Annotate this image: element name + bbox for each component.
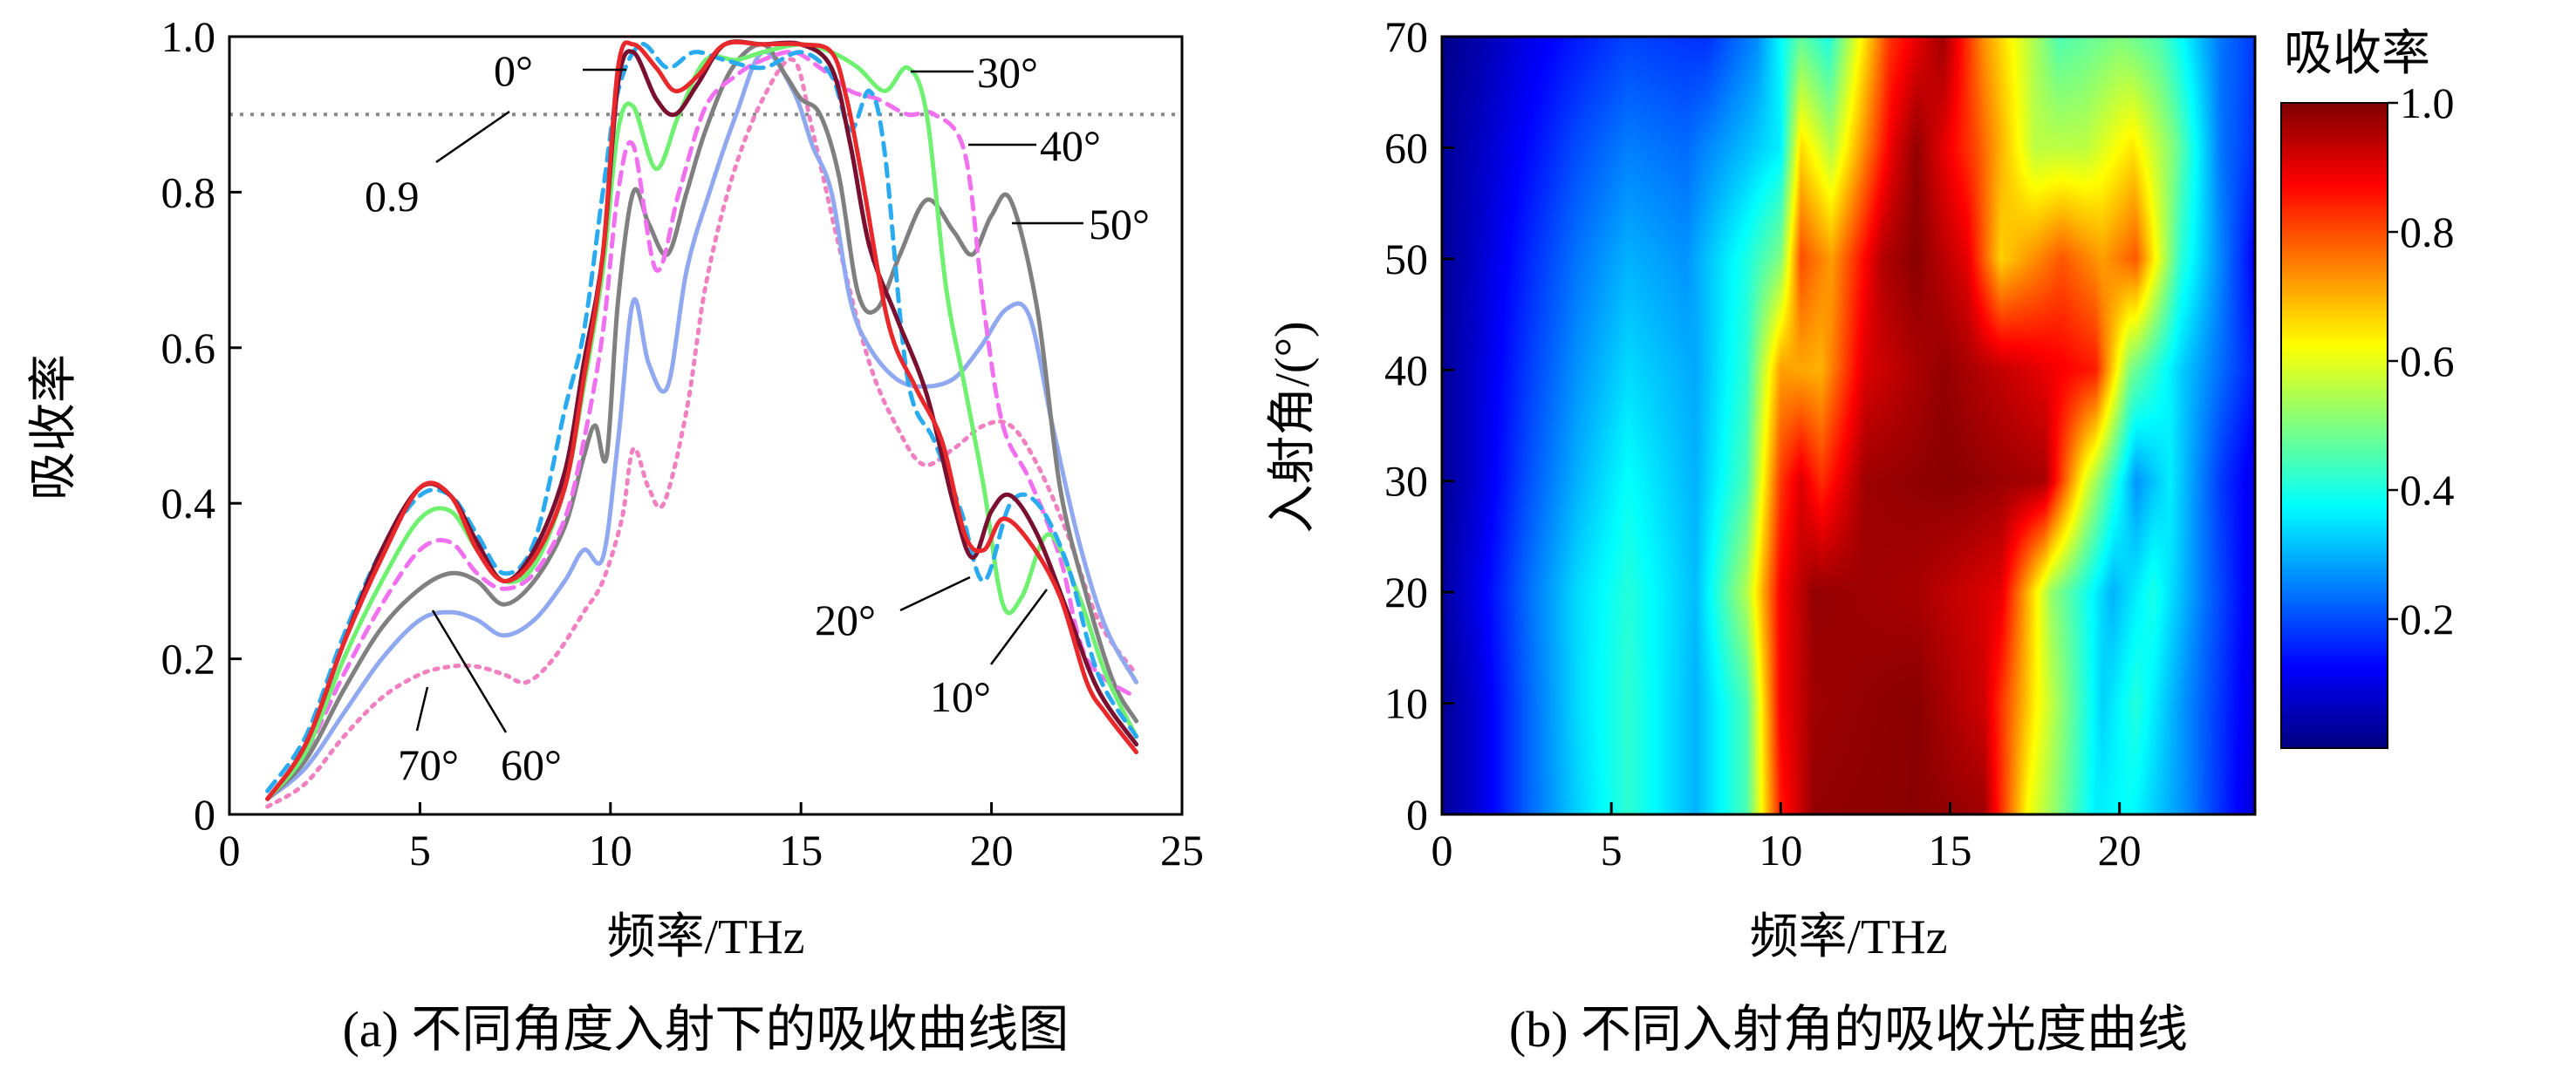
- annotation-threshold: 0.9: [365, 110, 510, 221]
- label-20deg: 20°: [815, 596, 876, 644]
- plot-frame-a: [228, 35, 1184, 816]
- colorbar-tick-label: 0.6: [2400, 337, 2455, 385]
- x-tick-label-a: 20: [970, 826, 1014, 875]
- x-tick-label-b: 5: [1601, 826, 1623, 875]
- heatmap-panel: 0 5 10 15 20 0 10 20 30 40 50 60 70 频率/THz 入射角/(°) (…: [1266, 12, 2455, 1058]
- x-tick-label-b: 20: [2098, 826, 2142, 875]
- annotation-70deg: 70°: [398, 686, 459, 789]
- y-axis-label-a: 吸收率: [27, 354, 81, 500]
- label-60deg: 60°: [501, 740, 562, 789]
- annotation-60deg: 60°: [431, 609, 562, 789]
- y-tick-label-a: 1.0: [161, 12, 216, 61]
- annotation-30deg: 30°: [911, 48, 1038, 97]
- line-series-group: [265, 39, 1139, 809]
- series-line-0deg: [265, 39, 1139, 801]
- x-tick-label-a: 0: [219, 826, 241, 875]
- x-tick-label-b: 15: [1929, 826, 1972, 875]
- leader-line: [435, 110, 510, 164]
- x-tick-label-a: 25: [1160, 826, 1204, 875]
- colorbar-tick-label: 0.4: [2400, 466, 2455, 514]
- colorbar-tick-label: 1.0: [2400, 78, 2455, 127]
- leader-line: [431, 609, 508, 733]
- x-axis-label-a: 频率/THz: [606, 910, 804, 964]
- y-tick-label-a: 0.2: [161, 635, 216, 684]
- y-tick-label-b: 30: [1384, 457, 1428, 506]
- caption-a: (a) 不同角度入射下的吸收曲线图: [343, 1001, 1069, 1058]
- colorbar-title: 吸收率: [2284, 27, 2430, 81]
- series-line-40deg: [265, 50, 1139, 801]
- series-line-60deg: [265, 50, 1139, 801]
- y-tick-label-b: 10: [1384, 679, 1428, 728]
- y-tick-label-b: 0: [1406, 790, 1428, 839]
- annotation-0deg: 0°: [494, 46, 626, 95]
- leader-line: [415, 686, 429, 732]
- y-tick-label-a: 0: [194, 790, 215, 839]
- x-axis-label-b: 频率/THz: [1749, 910, 1947, 964]
- x-tick-label-b: 10: [1759, 826, 1802, 875]
- y-tick-label-a: 0.8: [161, 167, 216, 216]
- plot-area-a: [229, 37, 1182, 814]
- caption-b: (b) 不同入射角的吸收光度曲线: [1509, 1001, 2188, 1058]
- leader-line: [989, 589, 1049, 665]
- x-tick-label-b: 0: [1431, 826, 1453, 875]
- y-tick-label-b: 20: [1384, 568, 1428, 616]
- label-30deg: 30°: [977, 48, 1038, 97]
- x-tick-label-a: 10: [589, 826, 632, 875]
- plot-frame-b: [1440, 35, 2257, 816]
- y-tick-label-b: 40: [1384, 345, 1428, 394]
- label-threshold: 0.9: [365, 172, 420, 221]
- annotation-20deg: 20°: [815, 575, 971, 644]
- x-tick-label-a: 5: [409, 826, 431, 875]
- colorbar-tick-label: 0.8: [2400, 208, 2455, 256]
- leader-line: [899, 575, 971, 612]
- label-70deg: 70°: [398, 740, 459, 789]
- annotation-50deg: 50°: [1012, 200, 1150, 249]
- y-tick-label-a: 0.4: [161, 479, 216, 528]
- y-tick-label-b: 60: [1384, 123, 1428, 172]
- y-axis-label-b: 入射角/(°): [1266, 321, 1320, 533]
- colorbar-tick-label: 0.2: [2400, 595, 2455, 643]
- colorbar: [2281, 103, 2388, 748]
- label-0deg: 0°: [494, 46, 533, 95]
- annotation-40deg: 40°: [968, 121, 1101, 170]
- y-tick-label-b: 50: [1384, 235, 1428, 283]
- label-10deg: 10°: [930, 672, 991, 721]
- x-tick-label-a: 15: [779, 826, 823, 875]
- label-40deg: 40°: [1040, 121, 1101, 170]
- line-chart-panel: 0 5 10 15 20 25 0 0.2 0.4 0.6 0.8 1.0 频率/THz 吸收率 (a…: [27, 12, 1204, 1058]
- colorbar-frame: [2280, 102, 2388, 749]
- label-50deg: 50°: [1089, 200, 1150, 249]
- annotation-10deg: 10°: [930, 589, 1049, 721]
- y-tick-label-a: 0.6: [161, 323, 216, 372]
- heatmap-area: [1442, 37, 2255, 814]
- y-tick-label-b: 70: [1384, 12, 1428, 61]
